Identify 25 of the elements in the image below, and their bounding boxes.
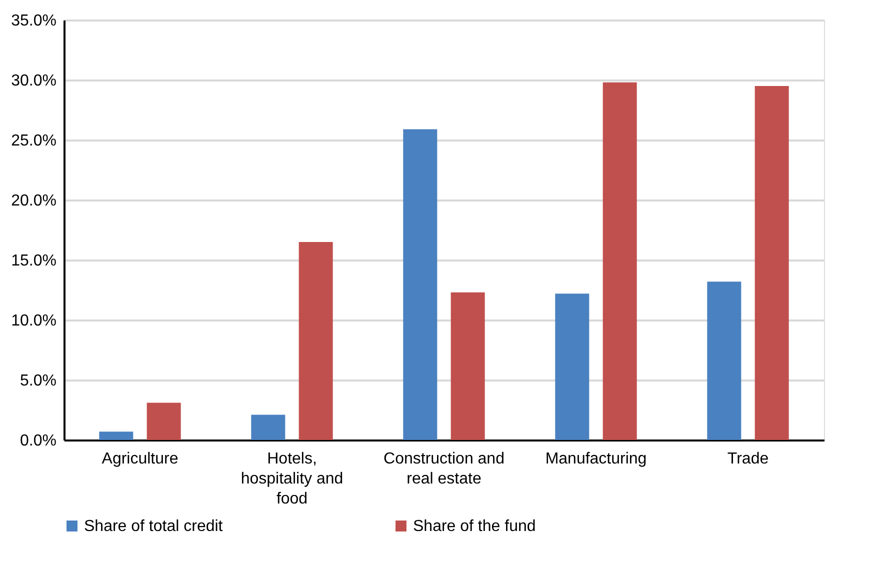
legend-label: Share of total credit	[84, 518, 224, 535]
bar	[450, 292, 485, 440]
x-tick-label: Trade	[727, 450, 769, 468]
bar	[298, 242, 333, 440]
bar	[707, 282, 742, 440]
bar	[146, 402, 181, 440]
bar	[602, 82, 637, 440]
bar	[99, 432, 134, 440]
y-tick-label: 35.0%	[11, 12, 56, 30]
y-tick-label: 30.0%	[11, 72, 56, 90]
y-tick-label: 20.0%	[11, 192, 56, 210]
x-tick-label: Hotels, hospitality and food	[240, 450, 344, 508]
x-tick-label: Manufacturing	[545, 450, 647, 468]
bar	[754, 86, 789, 440]
y-tick-label: 5.0%	[20, 372, 56, 390]
bar	[555, 294, 590, 440]
y-tick-label: 25.0%	[11, 132, 56, 150]
y-tick-label: 10.0%	[11, 312, 56, 330]
x-tick-label: Construction and real estate	[384, 450, 504, 488]
legend-label: Share of the fund	[413, 518, 536, 535]
bar	[403, 129, 438, 440]
y-tick-label: 0.0%	[20, 432, 56, 450]
x-tick-label: Agriculture	[102, 450, 178, 468]
bar	[251, 414, 286, 440]
y-tick-label: 15.0%	[11, 252, 56, 270]
